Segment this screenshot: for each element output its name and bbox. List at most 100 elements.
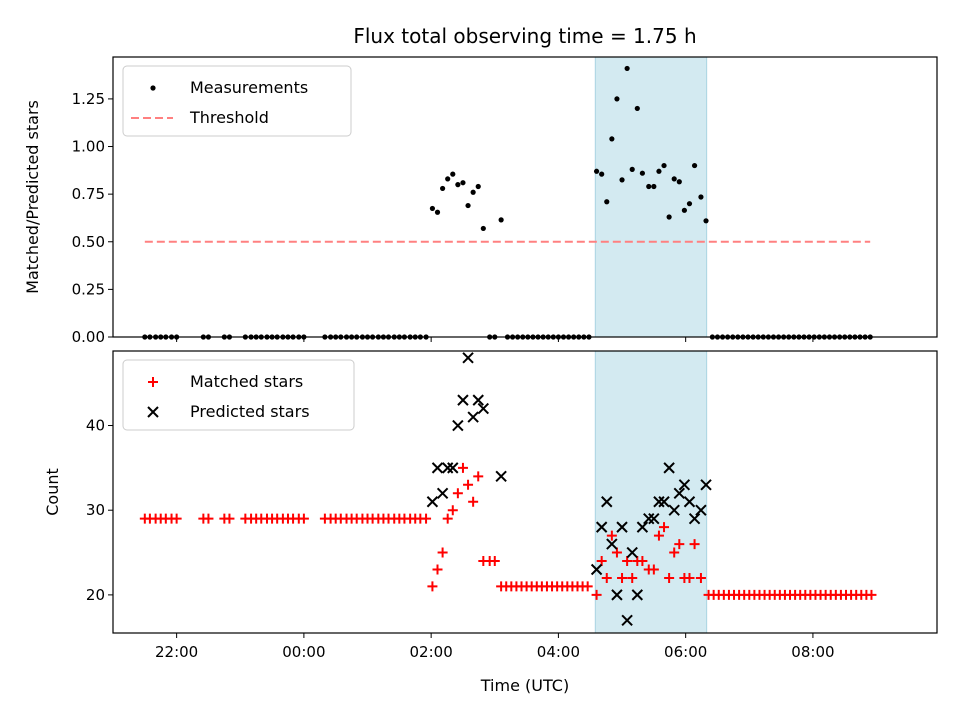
predicted-stars-point <box>658 496 670 508</box>
legend-label: Matched stars <box>190 372 303 391</box>
measurement-point <box>599 171 605 177</box>
measurement-point <box>429 205 436 212</box>
y-axis-label: Matched/Predicted stars <box>23 100 42 294</box>
measurement-point <box>475 183 481 190</box>
predicted-stars-point <box>426 496 439 508</box>
legend-marker-predicted <box>147 406 159 418</box>
x-tick-label: 04:00 <box>537 643 580 661</box>
predicted-stars-point <box>457 394 469 406</box>
x-tick-label: 00:00 <box>282 643 325 661</box>
matched-stars-point <box>664 572 675 583</box>
matched-stars-point <box>611 547 622 558</box>
legend: Measurements Threshold <box>122 65 352 137</box>
predicted-stars-point <box>673 487 686 499</box>
predicted-stars-point <box>606 538 618 550</box>
legend-marker-measurements <box>150 85 156 91</box>
predicted-stars-point <box>495 470 507 483</box>
predicted-stars-point <box>643 512 655 525</box>
predicted-stars-point <box>447 462 459 474</box>
predicted-stars-point <box>441 462 454 474</box>
y-tick-label: 40 <box>86 417 105 435</box>
predicted-stars-point <box>467 411 479 423</box>
predicted-stars-point <box>611 589 623 601</box>
y-axis-label: Count <box>43 468 62 516</box>
matched-stars-point <box>463 479 474 490</box>
matched-stars-point <box>684 572 695 583</box>
matched-stars-point <box>432 564 443 575</box>
legend-marker-matched <box>148 377 158 387</box>
legend-box <box>122 359 355 431</box>
x-tick-label: 22:00 <box>155 643 198 661</box>
measurement-point <box>440 185 446 192</box>
legend: Matched stars Predicted stars <box>122 359 355 431</box>
measurement-point <box>651 183 657 190</box>
x-tick-label: 02:00 <box>410 643 453 661</box>
predicted-stars-point <box>616 521 628 533</box>
axes-frame <box>112 56 938 338</box>
matched-stars-point <box>452 488 463 499</box>
y-tick-label: 0.00 <box>72 328 105 346</box>
matched-stars-point <box>582 581 593 592</box>
predicted-stars-point <box>663 462 675 474</box>
y-tick-label: 20 <box>86 586 105 604</box>
measurement-point <box>656 168 662 174</box>
matched-stars-point <box>596 556 607 567</box>
measurement-point <box>703 218 709 224</box>
predicted-stars-point <box>477 402 490 415</box>
matched-stars-point <box>695 572 706 583</box>
predicted-stars-point <box>631 589 644 601</box>
predicted-stars-point <box>626 546 638 559</box>
matched-stars-point <box>669 547 680 558</box>
measurement-point <box>460 180 466 186</box>
measurement-point <box>455 182 461 188</box>
measurement-point <box>465 202 471 209</box>
predicted-stars-point <box>452 419 464 432</box>
matched-stars-point <box>437 547 448 558</box>
x-axis-label: Time (UTC) <box>480 676 569 695</box>
predicted-stars-point <box>595 521 608 533</box>
matched-stars-point <box>473 471 484 482</box>
matched-stars-point <box>689 539 700 550</box>
y-tick-label: 0.75 <box>72 185 105 203</box>
matched-stars-point <box>653 530 664 541</box>
matched-stars-point <box>601 572 612 583</box>
y-tick-label: 30 <box>86 501 105 519</box>
axes-frame <box>112 350 938 634</box>
x-tick-label: 08:00 <box>791 643 834 661</box>
measurement-point <box>691 162 698 169</box>
measurement-point <box>698 194 704 200</box>
measurement-point <box>681 207 687 213</box>
matched-stars-point <box>606 530 617 541</box>
measurement-point <box>445 176 451 182</box>
measurement-point <box>686 201 693 207</box>
y-tick-label: 0.25 <box>72 280 105 298</box>
matched-stars-point <box>298 513 309 524</box>
series-predicted-stars <box>426 352 712 627</box>
measurement-point <box>634 105 640 112</box>
observing-window-span <box>594 350 708 634</box>
predicted-stars-point <box>648 512 660 525</box>
flux-ratio-panel: 0.00 0.25 0.50 0.75 1.00 1.25 Matched/Predicte… <box>23 56 938 346</box>
matched-stars-point <box>622 556 633 567</box>
matched-stars-point <box>457 462 468 473</box>
measurement-point <box>604 199 610 205</box>
measurement-point <box>593 168 600 174</box>
matched-stars-point <box>627 572 638 583</box>
measurement-point <box>609 136 615 142</box>
measurement-point <box>629 166 635 172</box>
matched-stars-point <box>447 505 458 516</box>
y-tick-label: 0.50 <box>72 233 105 251</box>
predicted-stars-point <box>683 496 696 508</box>
legend-label: Predicted stars <box>190 402 310 421</box>
measurement-point <box>498 217 504 223</box>
measurement-point <box>619 177 625 183</box>
chart-title: Flux total observing time = 1.75 h <box>353 24 696 48</box>
measurement-point <box>624 65 630 72</box>
matched-stars-point <box>659 522 670 533</box>
predicted-stars-point <box>700 479 712 491</box>
measurement-point <box>676 179 682 185</box>
y-tick-label: 1.25 <box>72 90 105 108</box>
predicted-stars-point <box>590 563 603 576</box>
series-matched-stars <box>139 462 877 600</box>
